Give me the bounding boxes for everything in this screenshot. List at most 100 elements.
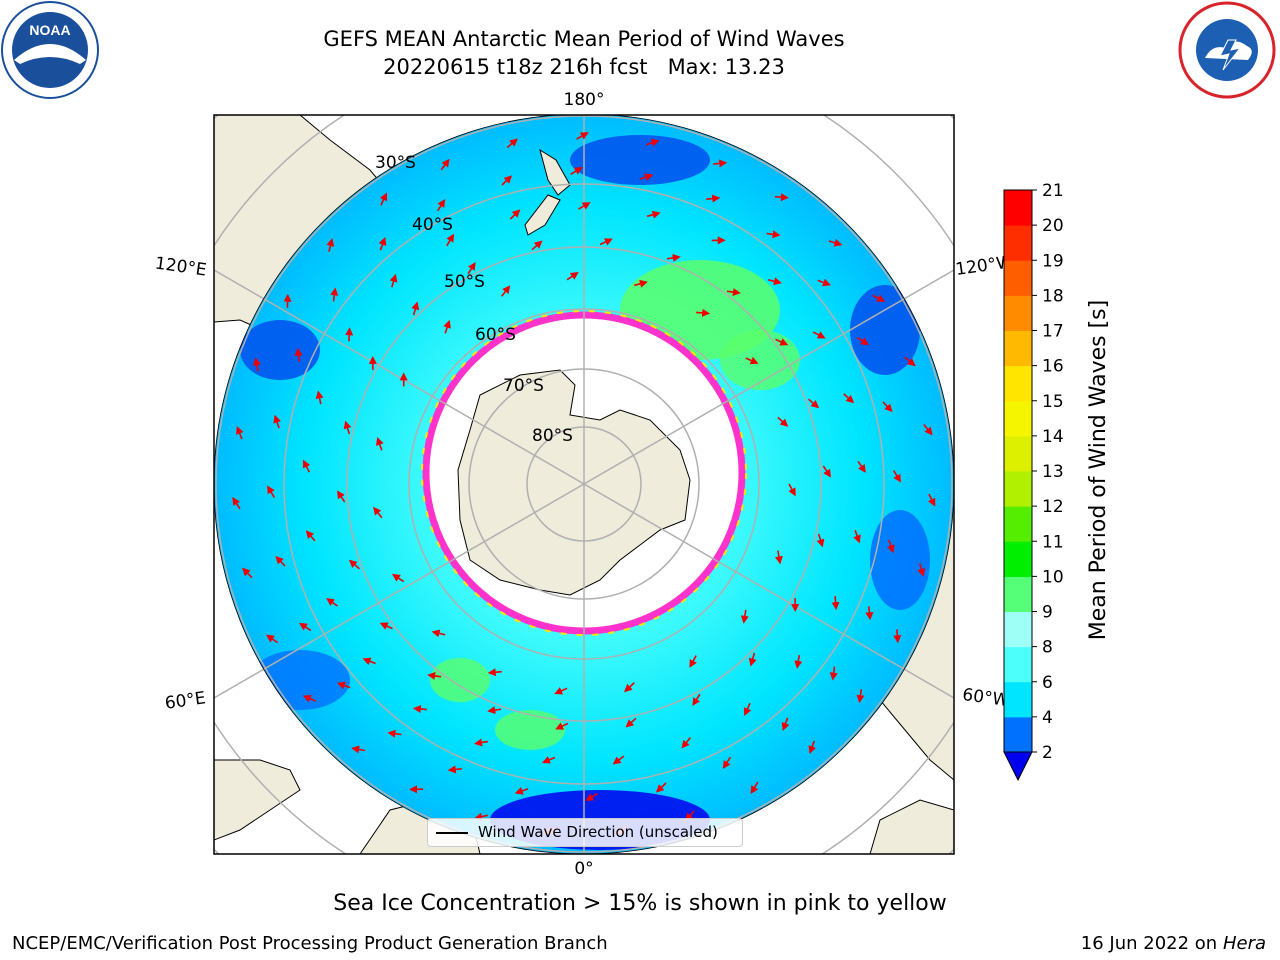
wind-wave-arrow	[555, 722, 569, 730]
wind-wave-arrow	[666, 253, 681, 262]
lat-label-70s: 70°S	[503, 376, 544, 396]
wind-wave-arrow	[774, 193, 789, 202]
wind-wave-arrow	[726, 288, 741, 297]
colorbar-segment	[1004, 190, 1032, 226]
wind-wave-arrow	[599, 238, 613, 246]
wind-wave-arrow	[531, 240, 543, 251]
wind-wave-arrow	[684, 810, 695, 822]
footer-host: Hera	[1222, 933, 1266, 954]
wind-wave-arrows	[232, 132, 936, 835]
wind-wave-arrow	[501, 175, 513, 186]
wind-wave-arrow	[748, 652, 757, 667]
wind-wave-arrow	[501, 285, 511, 297]
lat-label-80s: 80°S	[532, 426, 573, 446]
wind-wave-arrow	[351, 745, 366, 754]
wind-wave-arrow	[447, 765, 462, 774]
wind-wave-arrow	[232, 497, 241, 510]
wind-wave-arrow	[303, 459, 311, 473]
south-america-tip-landmass	[869, 799, 954, 854]
wind-wave-arrow	[566, 271, 579, 281]
colorbar-segment	[1004, 471, 1032, 507]
colorbar-segment	[1004, 435, 1032, 472]
wind-wave-arrow	[872, 294, 886, 302]
wind-wave-arrow	[487, 706, 502, 715]
wind-wave-arrow	[696, 308, 711, 317]
wind-wave-arrow	[781, 717, 790, 731]
wind-wave-arrow	[378, 237, 387, 251]
wind-wave-arrow	[843, 393, 855, 404]
colorbar-segment	[1004, 260, 1032, 296]
wind-wave-arrow	[865, 606, 874, 621]
wind-wave-arrow	[816, 533, 825, 548]
wind-wave-arrow	[634, 279, 648, 288]
colorbar: 2 4 6 8 9 10 11 12 13 14 15 16 17 18 19 20 21	[1003, 181, 1064, 782]
wind-wave-arrow	[774, 550, 783, 565]
wind-wave-arrow	[585, 793, 598, 801]
wind-wave-arrow	[275, 555, 286, 567]
colorbar-segment	[1004, 646, 1032, 683]
wind-wave-arrow	[305, 530, 316, 542]
colorbar-tick-label: 12	[1042, 497, 1064, 517]
wind-wave-arrow	[893, 629, 902, 644]
colorbar-segment	[1004, 400, 1032, 437]
nws-logo	[1178, 1, 1276, 99]
wind-wave-arrow	[337, 490, 346, 503]
wind-wave-arrow	[928, 493, 936, 507]
colorbar-segment	[1004, 330, 1032, 367]
colorbar-segment	[1004, 365, 1032, 402]
wind-wave-arrow	[506, 138, 518, 149]
wind-wave-arrow	[722, 756, 732, 769]
wind-wave-arrow	[474, 812, 488, 821]
wind-wave-arrow	[514, 787, 529, 795]
wind-wave-arrow	[681, 737, 691, 749]
colorbar-tick-label: 21	[1042, 181, 1064, 201]
lat-label-30s: 30°S	[375, 153, 416, 173]
colorbar-tick-label: 14	[1042, 427, 1064, 447]
wind-wave-arrow	[689, 655, 697, 668]
wind-wave-arrow	[750, 781, 759, 795]
colorbar-tick-label: 17	[1042, 322, 1064, 342]
wind-wave-arrow	[856, 689, 865, 704]
colorbar-segment	[1004, 506, 1032, 542]
colorbar-label: Mean Period of Wind Waves [s]	[1086, 300, 1111, 640]
wind-wave-arrow	[379, 622, 393, 630]
africa-landmass	[214, 759, 301, 841]
wind-wave-arrow	[812, 331, 826, 339]
wind-wave-arrow	[570, 167, 583, 175]
wind-wave-arrow	[330, 287, 339, 302]
wind-wave-arrow	[576, 132, 589, 140]
wind-wave-arrow	[853, 529, 861, 544]
colorbar-segment	[1004, 681, 1032, 718]
wind-wave-arrow	[265, 634, 279, 644]
colorbar-tick-label: 16	[1042, 357, 1064, 377]
wind-wave-arrow	[777, 416, 789, 427]
wind-wave-arrow	[624, 682, 635, 693]
wind-wave-arrow	[273, 414, 281, 429]
wind-wave-arrow	[443, 319, 451, 334]
wind-wave-arrow	[808, 740, 817, 755]
wind-wave-arrow	[235, 425, 244, 440]
colorbar-segment	[1004, 541, 1032, 577]
footer-date: 16 Jun 2022 on Hera	[1081, 933, 1266, 954]
wind-wave-arrow	[766, 230, 781, 239]
wind-wave-arrow	[253, 357, 261, 372]
colorbar-segment	[1004, 611, 1032, 648]
noaa-logo-text: NOAA	[29, 22, 70, 38]
colorbar-tick-label: 20	[1042, 216, 1064, 236]
wind-wave-arrow	[242, 567, 253, 579]
wind-wave-arrow	[446, 233, 455, 247]
wind-wave-arrow	[745, 356, 759, 365]
wind-wave-arrow	[882, 401, 893, 413]
wind-wave-arrow	[427, 671, 442, 680]
wind-wave-arrow	[740, 609, 749, 624]
lon-label-180: 180°	[564, 90, 605, 110]
colorbar-tick-label: 6	[1042, 673, 1053, 693]
wind-wave-arrow	[794, 654, 803, 669]
wind-wave-arrow	[326, 238, 335, 252]
wind-wave-arrow	[775, 338, 789, 346]
wind-wave-arrow	[337, 681, 351, 690]
colorbar-tick-label: 19	[1042, 251, 1064, 271]
wind-wave-arrow	[373, 506, 383, 519]
wind-wave-arrow	[376, 437, 384, 451]
